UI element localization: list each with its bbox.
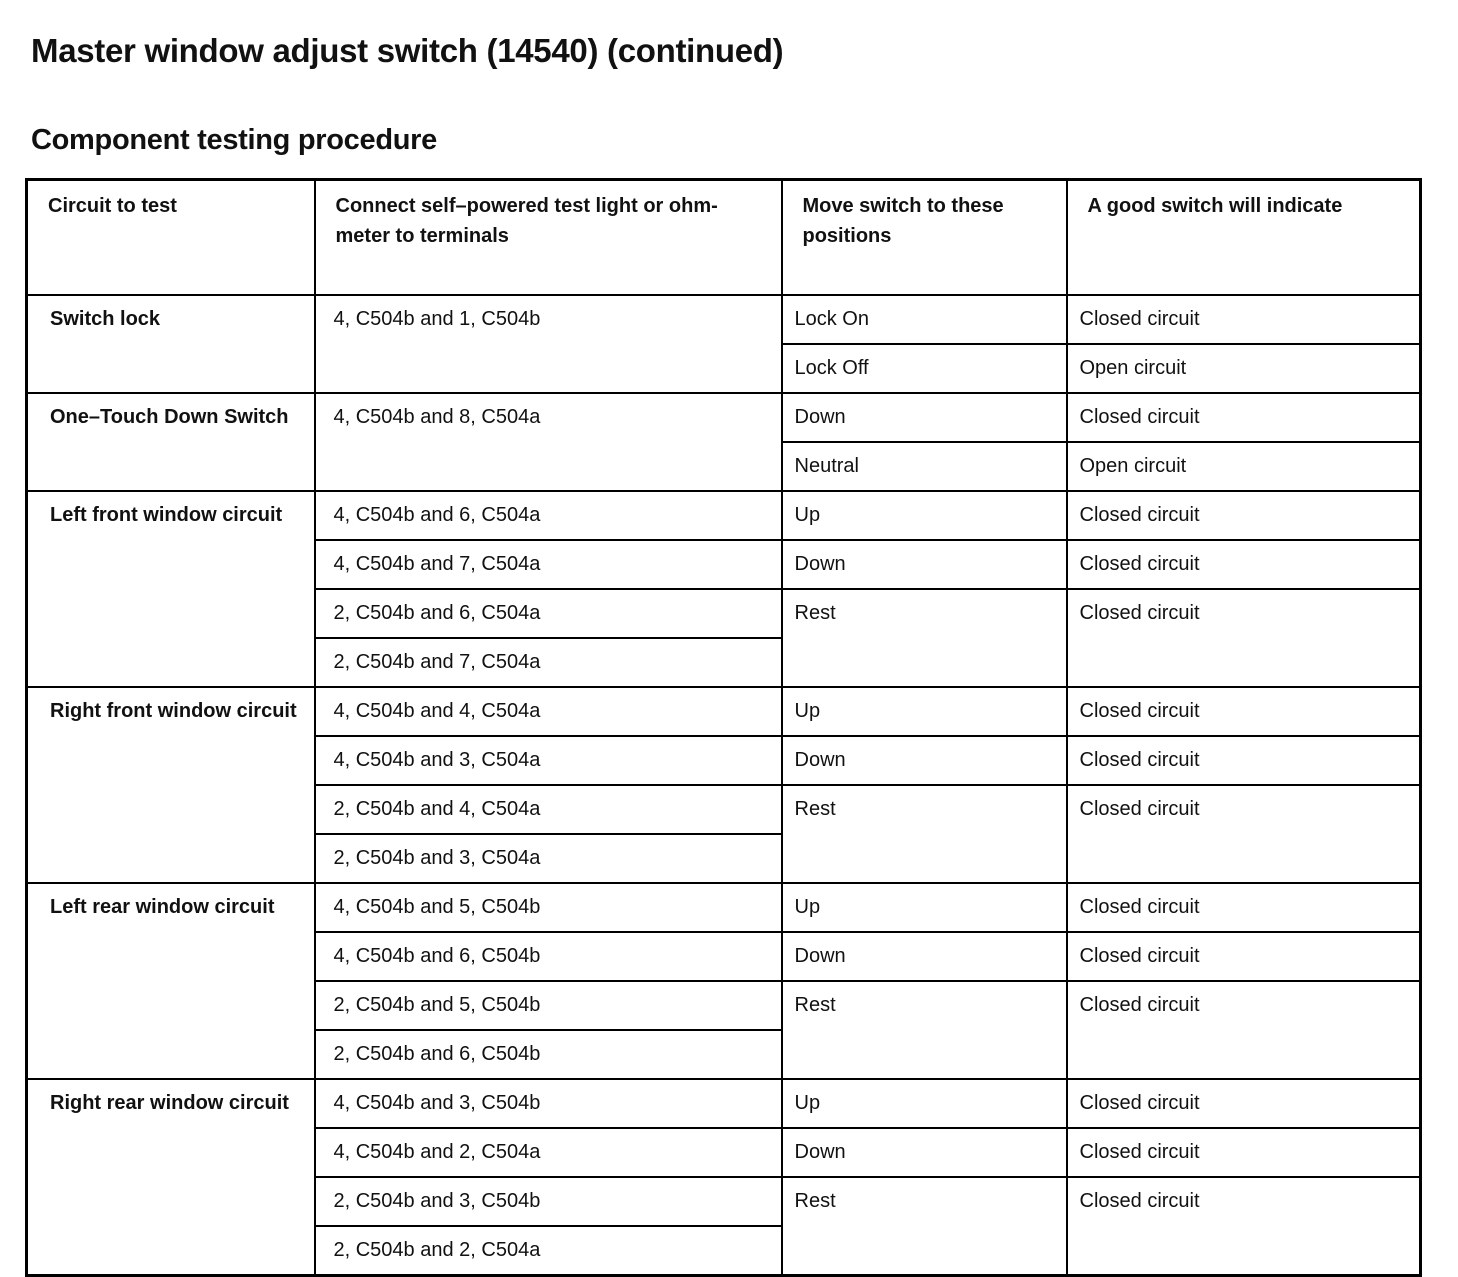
table-row: 2, C504b and 6, C504a Rest Closed circuit bbox=[27, 588, 1422, 688]
terminals: 2, C504b and 6, C504b bbox=[313, 1029, 783, 1080]
table-row: 2, C504b and 4, C504a Rest Closed circuit bbox=[27, 784, 1422, 884]
table-row: One–Touch Down Switch 4, C504b and 8, C50… bbox=[25, 392, 1422, 492]
terminals: 4, C504b and 3, C504a bbox=[313, 735, 783, 786]
expected-indication: Closed circuit bbox=[1065, 1127, 1422, 1178]
switch-position: Up bbox=[780, 1078, 1068, 1129]
table-row: Switch lock 4, C504b and 1, C504b Lock On C… bbox=[25, 294, 1422, 394]
header-indication: A good switch will indicate bbox=[1065, 178, 1422, 296]
terminals: 4, C504b and 5, C504b bbox=[313, 882, 783, 933]
terminals: 2, C504b and 4, C504a bbox=[313, 784, 783, 835]
expected-indication: Closed circuit bbox=[1065, 490, 1422, 541]
circuit-name: Left front window circuit bbox=[25, 490, 316, 688]
switch-position: Down bbox=[780, 392, 1068, 443]
terminals: 4, C504b and 7, C504a bbox=[313, 539, 783, 590]
switch-position: Lock On bbox=[780, 294, 1068, 345]
switch-position: Rest bbox=[780, 784, 1068, 884]
expected-indication: Closed circuit bbox=[1065, 882, 1422, 933]
terminals: 4, C504b and 2, C504a bbox=[313, 1127, 783, 1178]
table-row: Right front window circuit 4, C504b and 4… bbox=[25, 686, 1422, 884]
terminals: 2, C504b and 6, C504a bbox=[313, 588, 783, 639]
component-testing-table: Circuit to test Connect self–powered tes… bbox=[25, 178, 1422, 1277]
terminals: 2, C504b and 3, C504a bbox=[313, 833, 783, 884]
expected-indication: Open circuit bbox=[1065, 441, 1422, 492]
terminals: 4, C504b and 3, C504b bbox=[313, 1078, 783, 1129]
expected-indication: Closed circuit bbox=[1065, 784, 1422, 884]
table-row: 2, C504b and 5, C504b Rest Closed circuit bbox=[27, 980, 1422, 1080]
terminals: 2, C504b and 5, C504b bbox=[313, 980, 783, 1031]
circuit-name: Right rear window circuit bbox=[25, 1078, 316, 1277]
terminals: 4, C504b and 4, C504a bbox=[313, 686, 783, 737]
expected-indication: Closed circuit bbox=[1065, 392, 1422, 443]
table-row: 4, C504b and 3, C504a Down Closed circuit bbox=[27, 735, 1422, 786]
table-row: Lock Off Open circuit bbox=[27, 343, 1422, 394]
terminals: 2, C504b and 7, C504a bbox=[313, 637, 783, 688]
table-header-row: Circuit to test Connect self–powered tes… bbox=[25, 178, 1422, 296]
expected-indication: Closed circuit bbox=[1065, 294, 1422, 345]
expected-indication: Closed circuit bbox=[1065, 1078, 1422, 1129]
table-row: 2, C504b and 7, C504a bbox=[27, 637, 1421, 688]
switch-position: Rest bbox=[780, 980, 1068, 1080]
expected-indication: Closed circuit bbox=[1065, 539, 1422, 590]
table-row: 4, C504b and 7, C504a Down Closed circuit bbox=[27, 539, 1422, 590]
switch-position: Rest bbox=[780, 588, 1068, 688]
terminals: 4, C504b and 8, C504a bbox=[313, 392, 783, 492]
table-row: Right rear window circuit 4, C504b and 3,… bbox=[25, 1078, 1422, 1277]
expected-indication: Closed circuit bbox=[1065, 735, 1422, 786]
circuit-name: Right front window circuit bbox=[25, 686, 316, 884]
expected-indication: Open circuit bbox=[1065, 343, 1422, 394]
table-row: Left front window circuit 4, C504b and 6,… bbox=[25, 490, 1422, 688]
circuit-name: Switch lock bbox=[25, 294, 316, 394]
expected-indication: Closed circuit bbox=[1065, 588, 1422, 688]
terminals: 4, C504b and 1, C504b bbox=[313, 294, 783, 394]
terminals: 4, C504b and 6, C504a bbox=[313, 490, 783, 541]
switch-position: Down bbox=[780, 931, 1068, 982]
switch-position: Up bbox=[780, 882, 1068, 933]
expected-indication: Closed circuit bbox=[1065, 1176, 1422, 1277]
switch-position: Rest bbox=[780, 1176, 1068, 1277]
switch-position: Down bbox=[780, 539, 1068, 590]
switch-position: Up bbox=[780, 490, 1068, 541]
header-positions: Move switch to these positions bbox=[780, 178, 1068, 296]
table-row: Left rear window circuit 4, C504b and 5, … bbox=[25, 882, 1422, 1080]
header-terminals: Connect self–powered test light or ohm-m… bbox=[313, 178, 783, 296]
page-title: Master window adjust switch (14540) (con… bbox=[31, 32, 784, 69]
terminals: 2, C504b and 2, C504a bbox=[313, 1225, 783, 1277]
expected-indication: Closed circuit bbox=[1065, 980, 1422, 1080]
table-row: Neutral Open circuit bbox=[27, 441, 1422, 492]
header-circuit: Circuit to test bbox=[25, 178, 316, 296]
table-row: 2, C504b and 3, C504a bbox=[27, 833, 1421, 884]
section-title: Component testing procedure bbox=[31, 124, 437, 156]
circuit-name: One–Touch Down Switch bbox=[25, 392, 316, 492]
expected-indication: Closed circuit bbox=[1065, 686, 1422, 737]
circuit-name: Left rear window circuit bbox=[25, 882, 316, 1080]
switch-position: Lock Off bbox=[780, 343, 1068, 394]
table-row: 2, C504b and 6, C504b bbox=[27, 1029, 1421, 1080]
terminals: 2, C504b and 3, C504b bbox=[313, 1176, 783, 1227]
table-row: 4, C504b and 6, C504b Down Closed circuit bbox=[27, 931, 1422, 982]
switch-position: Neutral bbox=[780, 441, 1068, 492]
expected-indication: Closed circuit bbox=[1065, 931, 1422, 982]
terminals: 4, C504b and 6, C504b bbox=[313, 931, 783, 982]
switch-position: Down bbox=[780, 735, 1068, 786]
switch-position: Down bbox=[780, 1127, 1068, 1178]
switch-position: Up bbox=[780, 686, 1068, 737]
